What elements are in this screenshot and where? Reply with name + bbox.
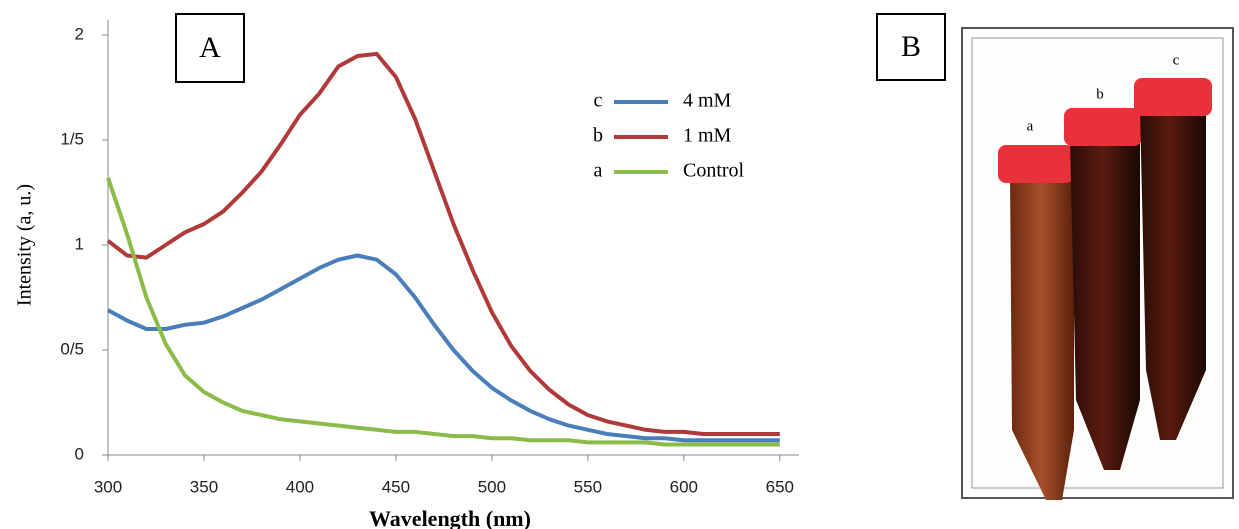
legend-label: 1 mM	[683, 125, 732, 147]
x-axis-label: Wavelength (nm)	[369, 506, 531, 529]
panel-label: B	[901, 30, 921, 63]
x-tick-label: 350	[190, 477, 218, 496]
panel-label: A	[199, 31, 221, 64]
tube-label: c	[1173, 52, 1180, 68]
y-tick-label: 0/5	[60, 339, 84, 358]
y-tick-label: 1	[75, 234, 84, 253]
tube	[1070, 140, 1140, 470]
series-line	[106, 177, 780, 447]
panel-box	[876, 13, 946, 81]
legend-letter: c	[594, 90, 603, 112]
x-tick-label: 650	[766, 477, 794, 496]
legend-label: 4 mM	[683, 90, 732, 112]
series-line	[106, 51, 780, 436]
y-axis-label: Intensity (a, u.)	[14, 184, 36, 306]
y-tick-label: 1/5	[60, 129, 84, 148]
x-tick-label: 550	[574, 477, 602, 496]
y-tick-label: 2	[75, 24, 84, 43]
legend-letter: a	[594, 160, 603, 182]
series-line	[107, 253, 780, 443]
x-tick-label: 450	[382, 477, 410, 496]
cap	[1064, 108, 1142, 146]
tube-label: b	[1096, 86, 1104, 102]
tube	[1010, 175, 1074, 500]
cap	[998, 145, 1074, 183]
panel-box	[175, 13, 245, 83]
y-tick-label: 0	[75, 444, 84, 463]
tube	[1140, 110, 1206, 440]
legend-label: Control	[683, 160, 745, 182]
cap	[1134, 78, 1212, 116]
photo-inner-frame	[971, 37, 1224, 489]
tube-label: a	[1027, 118, 1034, 134]
x-tick-label: 300	[94, 477, 122, 496]
legend-letter: b	[593, 125, 603, 147]
x-tick-label: 600	[670, 477, 698, 496]
x-tick-label: 400	[286, 477, 314, 496]
photo	[961, 27, 1234, 500]
x-tick-label: 500	[478, 477, 506, 496]
